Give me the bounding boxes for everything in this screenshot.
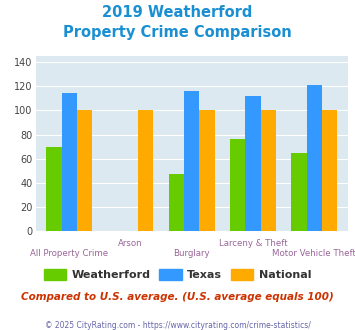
Bar	[46, 147, 61, 231]
Text: Arson: Arson	[118, 239, 143, 248]
Text: Larceny & Theft: Larceny & Theft	[219, 239, 287, 248]
Bar	[169, 174, 184, 231]
Bar	[77, 110, 92, 231]
Text: Motor Vehicle Theft: Motor Vehicle Theft	[272, 249, 355, 258]
Text: Compared to U.S. average. (U.S. average equals 100): Compared to U.S. average. (U.S. average …	[21, 292, 334, 302]
Bar	[245, 96, 261, 231]
Text: © 2025 CityRating.com - https://www.cityrating.com/crime-statistics/: © 2025 CityRating.com - https://www.city…	[45, 321, 310, 330]
Bar	[184, 91, 200, 231]
Bar	[307, 85, 322, 231]
Bar	[61, 93, 77, 231]
Bar	[291, 152, 307, 231]
Text: Burglary: Burglary	[173, 249, 210, 258]
Text: 2019 Weatherford: 2019 Weatherford	[102, 5, 253, 20]
Text: Property Crime Comparison: Property Crime Comparison	[63, 25, 292, 40]
Bar	[261, 110, 276, 231]
Bar	[322, 110, 337, 231]
Bar	[138, 110, 153, 231]
Text: All Property Crime: All Property Crime	[30, 249, 108, 258]
Bar	[230, 139, 245, 231]
Bar	[200, 110, 215, 231]
Legend: Weatherford, Texas, National: Weatherford, Texas, National	[39, 265, 316, 285]
